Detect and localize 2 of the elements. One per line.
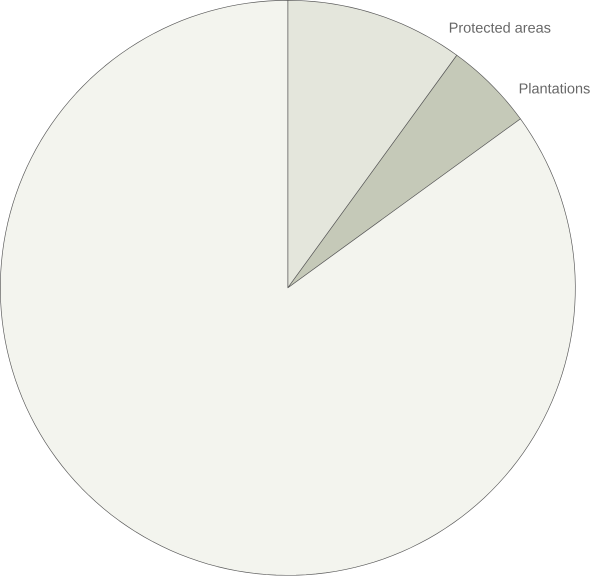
- slice-label: Plantations: [520, 83, 590, 94]
- slice-label: Protected areas: [450, 22, 550, 33]
